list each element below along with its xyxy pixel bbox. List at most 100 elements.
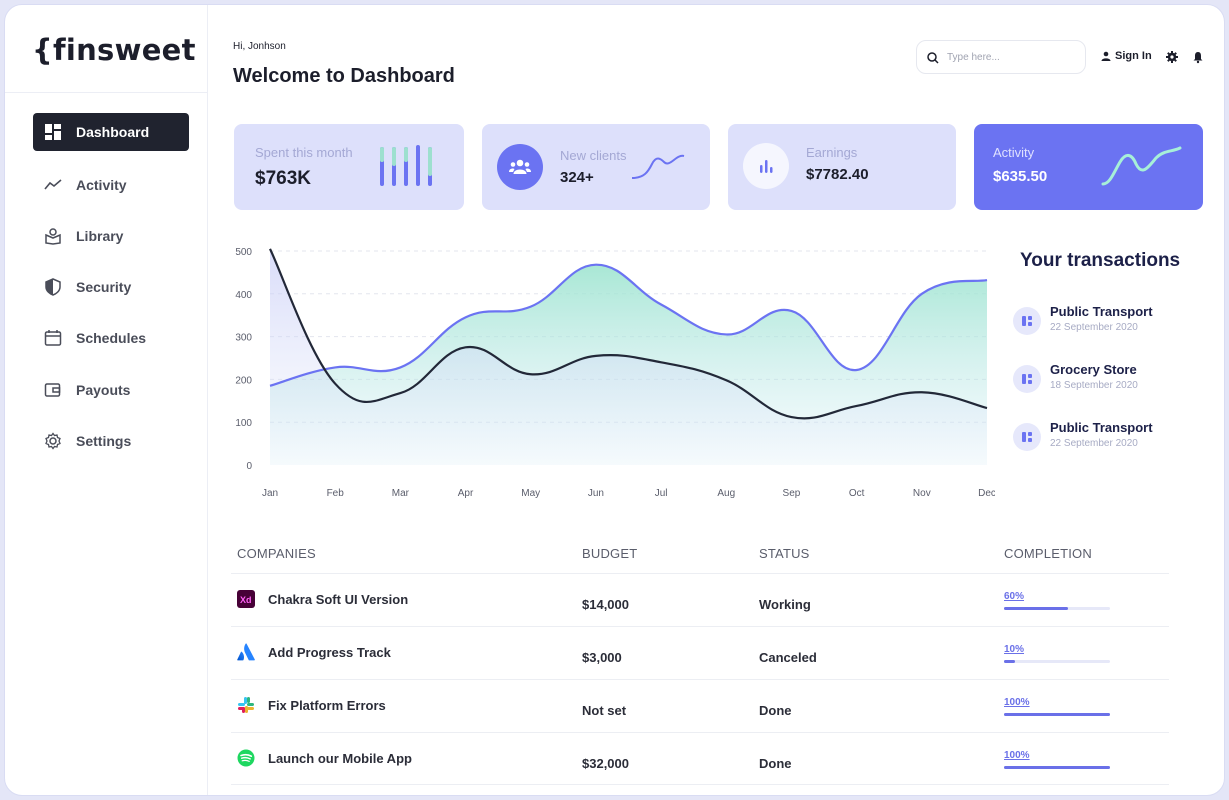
column-header-completion[interactable]: COMPLETION: [1004, 546, 1092, 561]
company-name: Launch our Mobile App: [268, 751, 412, 766]
sidebar-item-payouts[interactable]: Payouts: [33, 371, 189, 409]
card-spent: Spent this month $763K: [234, 124, 464, 210]
card-value: $635.50: [993, 168, 1048, 185]
sidebar-item-library[interactable]: Library: [33, 217, 189, 255]
sidebar-item-schedules[interactable]: Schedules: [33, 319, 189, 357]
card-value: $763K: [255, 168, 311, 189]
completion-percent: 60%: [1004, 591, 1025, 602]
bars-icon: [378, 144, 438, 188]
row-divider: [231, 784, 1169, 785]
progress-fill: [1004, 607, 1068, 610]
y-tick-label: 300: [235, 333, 252, 344]
progress-fill: [1004, 766, 1110, 769]
transaction-name: Grocery Store: [1050, 362, 1137, 377]
settings-gear-icon[interactable]: [1165, 50, 1179, 64]
dashboard-icon: [43, 122, 63, 142]
sidebar: {finsweet Dashboard Activity Library Sec…: [5, 5, 208, 795]
calendar-icon: [43, 328, 63, 348]
row-divider: [231, 626, 1169, 627]
spotify-icon: [237, 749, 255, 767]
column-header-companies[interactable]: COMPANIES: [237, 546, 316, 561]
card-earnings: Earnings $7782.40: [728, 124, 956, 210]
card-clients: New clients 324+: [482, 124, 710, 210]
budget-value: $3,000: [582, 650, 622, 665]
slack-icon: [237, 696, 255, 714]
sidebar-item-security[interactable]: Security: [33, 268, 189, 306]
x-tick-label: Nov: [913, 488, 931, 499]
bar-chart-icon: [743, 143, 789, 189]
signin-label: Sign In: [1115, 50, 1152, 62]
company-name: Chakra Soft UI Version: [268, 592, 409, 607]
series-line[interactable]: [269, 263, 988, 387]
progress-track: [1004, 660, 1110, 663]
transaction-date: 22 September 2020: [1050, 438, 1138, 449]
transaction-date: 22 September 2020: [1050, 322, 1138, 333]
series-line[interactable]: [269, 248, 988, 420]
completion-percent: 100%: [1004, 697, 1030, 708]
greeting: Hi, Jonhson: [233, 41, 286, 52]
transaction-name: Public Transport: [1050, 304, 1153, 319]
budget-value: Not set: [582, 703, 627, 718]
x-tick-label: Oct: [849, 488, 865, 499]
search-icon: [927, 51, 939, 64]
status-value: Done: [759, 756, 792, 771]
sidebar-item-label: Dashboard: [76, 124, 150, 140]
transaction-item[interactable]: Public Transport 22 September 2020: [1013, 304, 1193, 344]
sidebar-item-label: Schedules: [76, 330, 147, 346]
transaction-icon: [1013, 423, 1041, 451]
x-tick-label: Apr: [458, 488, 474, 499]
sidebar-item-label: Settings: [76, 433, 132, 449]
x-tick-label: May: [521, 488, 540, 499]
company-name: Add Progress Track: [268, 645, 391, 660]
status-value: Working: [759, 597, 811, 612]
sidebar-divider: [5, 92, 208, 93]
sidebar-item-dashboard[interactable]: Dashboard: [33, 113, 189, 151]
page-title: Welcome to Dashboard: [233, 65, 455, 87]
x-tick-label: Sep: [783, 488, 801, 499]
x-tick-label: Feb: [327, 488, 345, 499]
y-tick-label: 500: [235, 247, 252, 258]
users-icon: [497, 144, 543, 190]
atlassian-icon: [237, 643, 255, 661]
progress-fill: [1004, 660, 1015, 663]
app-frame: {finsweet Dashboard Activity Library Sec…: [4, 4, 1225, 796]
user-icon: [1101, 51, 1111, 61]
column-header-status[interactable]: STATUS: [759, 546, 810, 561]
wave-icon: [1100, 144, 1182, 188]
transactions-title: Your transactions: [1020, 250, 1181, 271]
row-divider: [231, 573, 1169, 574]
x-tick-label: Jun: [588, 488, 604, 499]
card-value: $7782.40: [806, 166, 869, 183]
shield-icon: [43, 277, 63, 297]
transaction-date: 18 September 2020: [1050, 380, 1138, 391]
bell-icon[interactable]: [1191, 50, 1205, 64]
card-activity: Activity $635.50: [974, 124, 1203, 210]
search-box[interactable]: [916, 40, 1086, 74]
status-value: Canceled: [759, 650, 817, 665]
budget-value: $32,000: [582, 756, 629, 771]
svg-text:Xd: Xd: [240, 595, 252, 605]
transaction-icon: [1013, 365, 1041, 393]
gear-icon: [43, 431, 63, 451]
card-value: 324+: [560, 169, 594, 186]
signin-button[interactable]: Sign In: [1101, 50, 1152, 62]
transaction-name: Public Transport: [1050, 420, 1153, 435]
sidebar-item-label: Library: [76, 228, 124, 244]
x-tick-label: Dec: [978, 488, 995, 499]
sidebar-item-label: Activity: [76, 177, 127, 193]
status-value: Done: [759, 703, 792, 718]
transaction-item[interactable]: Grocery Store 18 September 2020: [1013, 362, 1193, 402]
search-input[interactable]: [947, 51, 1067, 63]
x-tick-label: Jan: [262, 488, 278, 499]
sidebar-item-label: Payouts: [76, 382, 131, 398]
progress-track: [1004, 766, 1110, 769]
column-header-budget[interactable]: BUDGET: [582, 546, 638, 561]
row-divider: [231, 732, 1169, 733]
sidebar-item-activity[interactable]: Activity: [33, 166, 189, 204]
progress-track: [1004, 607, 1110, 610]
card-label: Earnings: [806, 145, 858, 160]
transaction-item[interactable]: Public Transport 22 September 2020: [1013, 420, 1193, 460]
activity-icon: [43, 175, 63, 195]
sidebar-item-settings[interactable]: Settings: [33, 422, 189, 460]
x-tick-label: Aug: [717, 488, 735, 499]
